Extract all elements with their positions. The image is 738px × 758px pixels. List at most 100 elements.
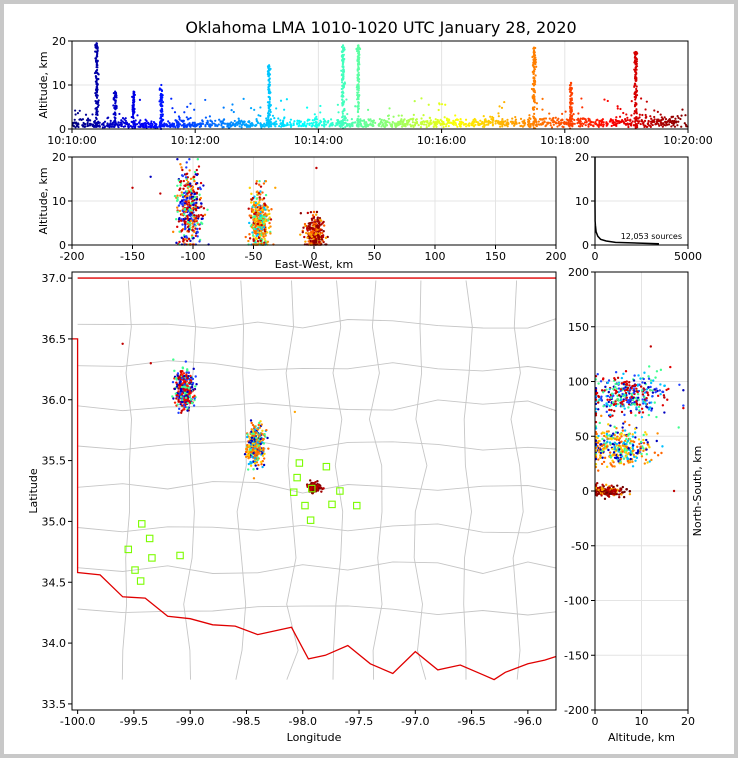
time-altitude-source-point bbox=[533, 83, 536, 86]
time-altitude-source-point bbox=[660, 116, 663, 119]
east-west-source-point bbox=[186, 215, 189, 218]
time-altitude-source-point bbox=[422, 114, 425, 117]
north-south-source-point bbox=[643, 396, 646, 399]
time-altitude-source-point bbox=[266, 101, 270, 104]
plan-view-source-point bbox=[249, 419, 253, 422]
time-altitude-source-point bbox=[420, 121, 424, 124]
time-altitude-source-point bbox=[635, 76, 638, 80]
north-south-source-point bbox=[643, 462, 646, 465]
plan-view-source-point bbox=[257, 444, 261, 447]
time-altitude-source-point bbox=[293, 120, 296, 123]
time-altitude-source-point bbox=[268, 120, 272, 123]
time-altitude-source-point bbox=[653, 120, 656, 123]
time-altitude-source-point bbox=[367, 123, 370, 127]
time-altitude-source-point bbox=[499, 125, 502, 128]
plan-view-source-point bbox=[308, 488, 312, 491]
time-altitude-source-point bbox=[195, 124, 198, 128]
time-altitude-source-point bbox=[94, 44, 97, 47]
time-altitude-source-point bbox=[127, 123, 131, 126]
east-west-source-point bbox=[311, 214, 315, 217]
time-altitude-source-point bbox=[117, 121, 120, 124]
north-south-source-point bbox=[655, 415, 658, 419]
time-altitude-source-point bbox=[357, 56, 360, 59]
east-west-source-point bbox=[181, 204, 185, 207]
north-south-source-point bbox=[635, 406, 638, 409]
time-altitude-source-point bbox=[357, 50, 361, 53]
plan-view-source-point bbox=[191, 377, 195, 381]
time-altitude-source-point bbox=[417, 124, 420, 127]
east-west-source-point bbox=[310, 227, 313, 230]
east-west-source-point bbox=[255, 237, 259, 241]
time-altitude-source-point bbox=[92, 123, 95, 126]
east-west-source-point bbox=[203, 213, 207, 216]
north-south-source-point bbox=[602, 377, 605, 380]
east-west-source-point bbox=[188, 197, 191, 200]
north-south-source-point bbox=[642, 400, 645, 404]
time-altitude-source-point bbox=[253, 108, 256, 111]
time-altitude-source-point bbox=[357, 115, 360, 118]
east-west-source-point bbox=[186, 203, 189, 206]
time-altitude-source-point bbox=[151, 124, 154, 127]
time-altitude-source-point bbox=[269, 118, 273, 121]
plan-view-source-point bbox=[181, 382, 185, 385]
time-altitude-source-point bbox=[120, 119, 123, 122]
time-altitude-source-point bbox=[231, 123, 235, 126]
time-altitude-source-point bbox=[274, 125, 277, 128]
time-altitude-source-point bbox=[74, 113, 77, 116]
east-west-source-point bbox=[263, 202, 266, 205]
plan-view-ytick-label: 34.0 bbox=[42, 637, 67, 650]
time-altitude-source-point bbox=[186, 123, 189, 126]
time-altitude-source-point bbox=[573, 118, 576, 122]
time-altitude-source-point bbox=[497, 115, 500, 118]
altitude-north-south-ytick-label: 200 bbox=[568, 266, 589, 279]
time-altitude-source-point bbox=[91, 113, 94, 116]
east-west-source-point bbox=[186, 217, 190, 220]
time-altitude-source-point bbox=[535, 124, 538, 127]
time-altitude-source-point bbox=[340, 45, 344, 49]
time-altitude-source-point bbox=[297, 125, 300, 128]
plan-view-source-point bbox=[179, 395, 183, 398]
north-south-source-point bbox=[622, 383, 625, 386]
time-altitude-source-point bbox=[214, 119, 217, 122]
plan-view-source-point bbox=[260, 423, 263, 426]
north-south-source-point bbox=[598, 398, 601, 401]
time-altitude-source-point bbox=[182, 123, 185, 127]
time-altitude-source-point bbox=[529, 117, 532, 120]
time-altitude-source-point bbox=[226, 123, 229, 126]
time-altitude-source-point bbox=[193, 108, 196, 111]
plan-view-source-point bbox=[193, 397, 196, 400]
time-altitude-source-point bbox=[96, 72, 99, 75]
north-south-source-point bbox=[609, 424, 612, 427]
plan-view-source-point bbox=[256, 456, 260, 459]
time-altitude-source-point bbox=[227, 126, 231, 129]
time-altitude-source-point bbox=[142, 124, 145, 127]
time-altitude-xtick-label: 10:12:00 bbox=[170, 134, 219, 147]
time-altitude-source-point bbox=[533, 79, 536, 83]
north-south-source-point bbox=[619, 388, 623, 391]
east-west-source-point bbox=[198, 193, 201, 196]
time-altitude-source-point bbox=[198, 125, 201, 128]
east-west-source-point bbox=[259, 229, 263, 233]
time-altitude-source-point bbox=[158, 87, 161, 90]
time-altitude-source-point bbox=[462, 123, 466, 126]
east-west-source-point bbox=[194, 195, 197, 199]
plan-view-source-point bbox=[262, 447, 265, 450]
time-altitude-source-point bbox=[522, 120, 526, 123]
time-altitude-source-point bbox=[131, 113, 135, 116]
time-altitude-source-point bbox=[672, 122, 675, 126]
time-altitude-source-point bbox=[134, 119, 137, 122]
time-altitude-source-point bbox=[159, 99, 163, 102]
time-altitude-source-point bbox=[138, 121, 141, 124]
time-altitude-source-point bbox=[357, 97, 360, 100]
east-west-source-point bbox=[191, 185, 195, 189]
east-west-source-point bbox=[274, 186, 277, 189]
time-altitude-source-point bbox=[267, 69, 270, 72]
time-altitude-source-point bbox=[267, 73, 270, 76]
time-altitude-source-point bbox=[324, 123, 328, 126]
plan-view-source-point bbox=[258, 434, 261, 437]
east-west-source-point bbox=[196, 158, 200, 161]
north-south-source-point bbox=[597, 382, 600, 385]
time-altitude-source-point bbox=[615, 116, 618, 119]
time-altitude-source-point bbox=[132, 107, 135, 110]
time-altitude-source-point bbox=[367, 118, 370, 121]
